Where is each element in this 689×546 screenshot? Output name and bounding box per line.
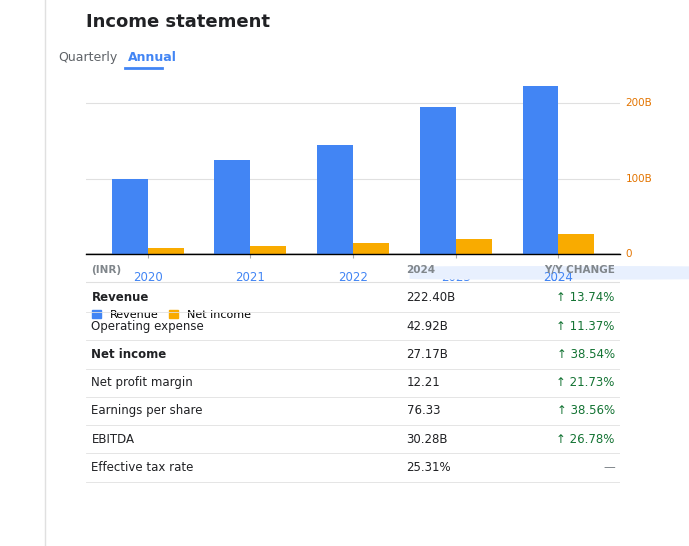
Bar: [147, 248, 184, 254]
Text: 222.40B: 222.40B: [407, 292, 455, 304]
Bar: [250, 246, 287, 254]
Text: —: —: [603, 461, 615, 474]
Text: 2024: 2024: [407, 265, 435, 275]
Text: Annual: Annual: [127, 51, 176, 64]
Text: 2020: 2020: [133, 271, 163, 283]
Text: 2024: 2024: [544, 271, 573, 283]
FancyBboxPatch shape: [409, 266, 689, 280]
Text: ↑ 38.54%: ↑ 38.54%: [557, 348, 615, 361]
Text: 200B: 200B: [626, 98, 652, 108]
Text: Y/Y CHANGE: Y/Y CHANGE: [544, 265, 615, 275]
Text: ↑ 38.56%: ↑ 38.56%: [557, 405, 615, 418]
Bar: [559, 234, 595, 254]
Text: 0: 0: [626, 249, 632, 259]
Bar: [353, 242, 389, 254]
Bar: [522, 86, 559, 254]
Legend: Revenue, Net income: Revenue, Net income: [92, 310, 251, 320]
Text: Net profit margin: Net profit margin: [92, 376, 193, 389]
Text: 2022: 2022: [338, 271, 368, 283]
Text: Quarterly: Quarterly: [59, 51, 118, 64]
Text: 2024: 2024: [544, 271, 573, 283]
Text: ↑ 11.37%: ↑ 11.37%: [557, 319, 615, 333]
Text: (INR): (INR): [92, 265, 121, 275]
Text: Revenue: Revenue: [92, 292, 149, 304]
Text: Net income: Net income: [92, 348, 167, 361]
Text: 100B: 100B: [626, 174, 652, 183]
Text: 2021: 2021: [236, 271, 265, 283]
Text: 76.33: 76.33: [407, 405, 440, 418]
Text: 2023: 2023: [441, 271, 471, 283]
Bar: [456, 239, 492, 254]
Bar: [317, 145, 353, 254]
Text: Earnings per share: Earnings per share: [92, 405, 203, 418]
Bar: [420, 107, 456, 254]
Text: ↑ 26.78%: ↑ 26.78%: [557, 433, 615, 446]
Text: Operating expense: Operating expense: [92, 319, 204, 333]
Text: 25.31%: 25.31%: [407, 461, 451, 474]
Bar: [214, 160, 250, 254]
Text: ↑ 21.73%: ↑ 21.73%: [557, 376, 615, 389]
Text: 12.21: 12.21: [407, 376, 440, 389]
Text: Income statement: Income statement: [86, 13, 270, 31]
Text: 30.28B: 30.28B: [407, 433, 448, 446]
Text: Effective tax rate: Effective tax rate: [92, 461, 194, 474]
Text: EBITDA: EBITDA: [92, 433, 134, 446]
Bar: [112, 179, 147, 254]
Text: ↑ 13.74%: ↑ 13.74%: [557, 292, 615, 304]
Text: 42.92B: 42.92B: [407, 319, 449, 333]
Text: 27.17B: 27.17B: [407, 348, 449, 361]
